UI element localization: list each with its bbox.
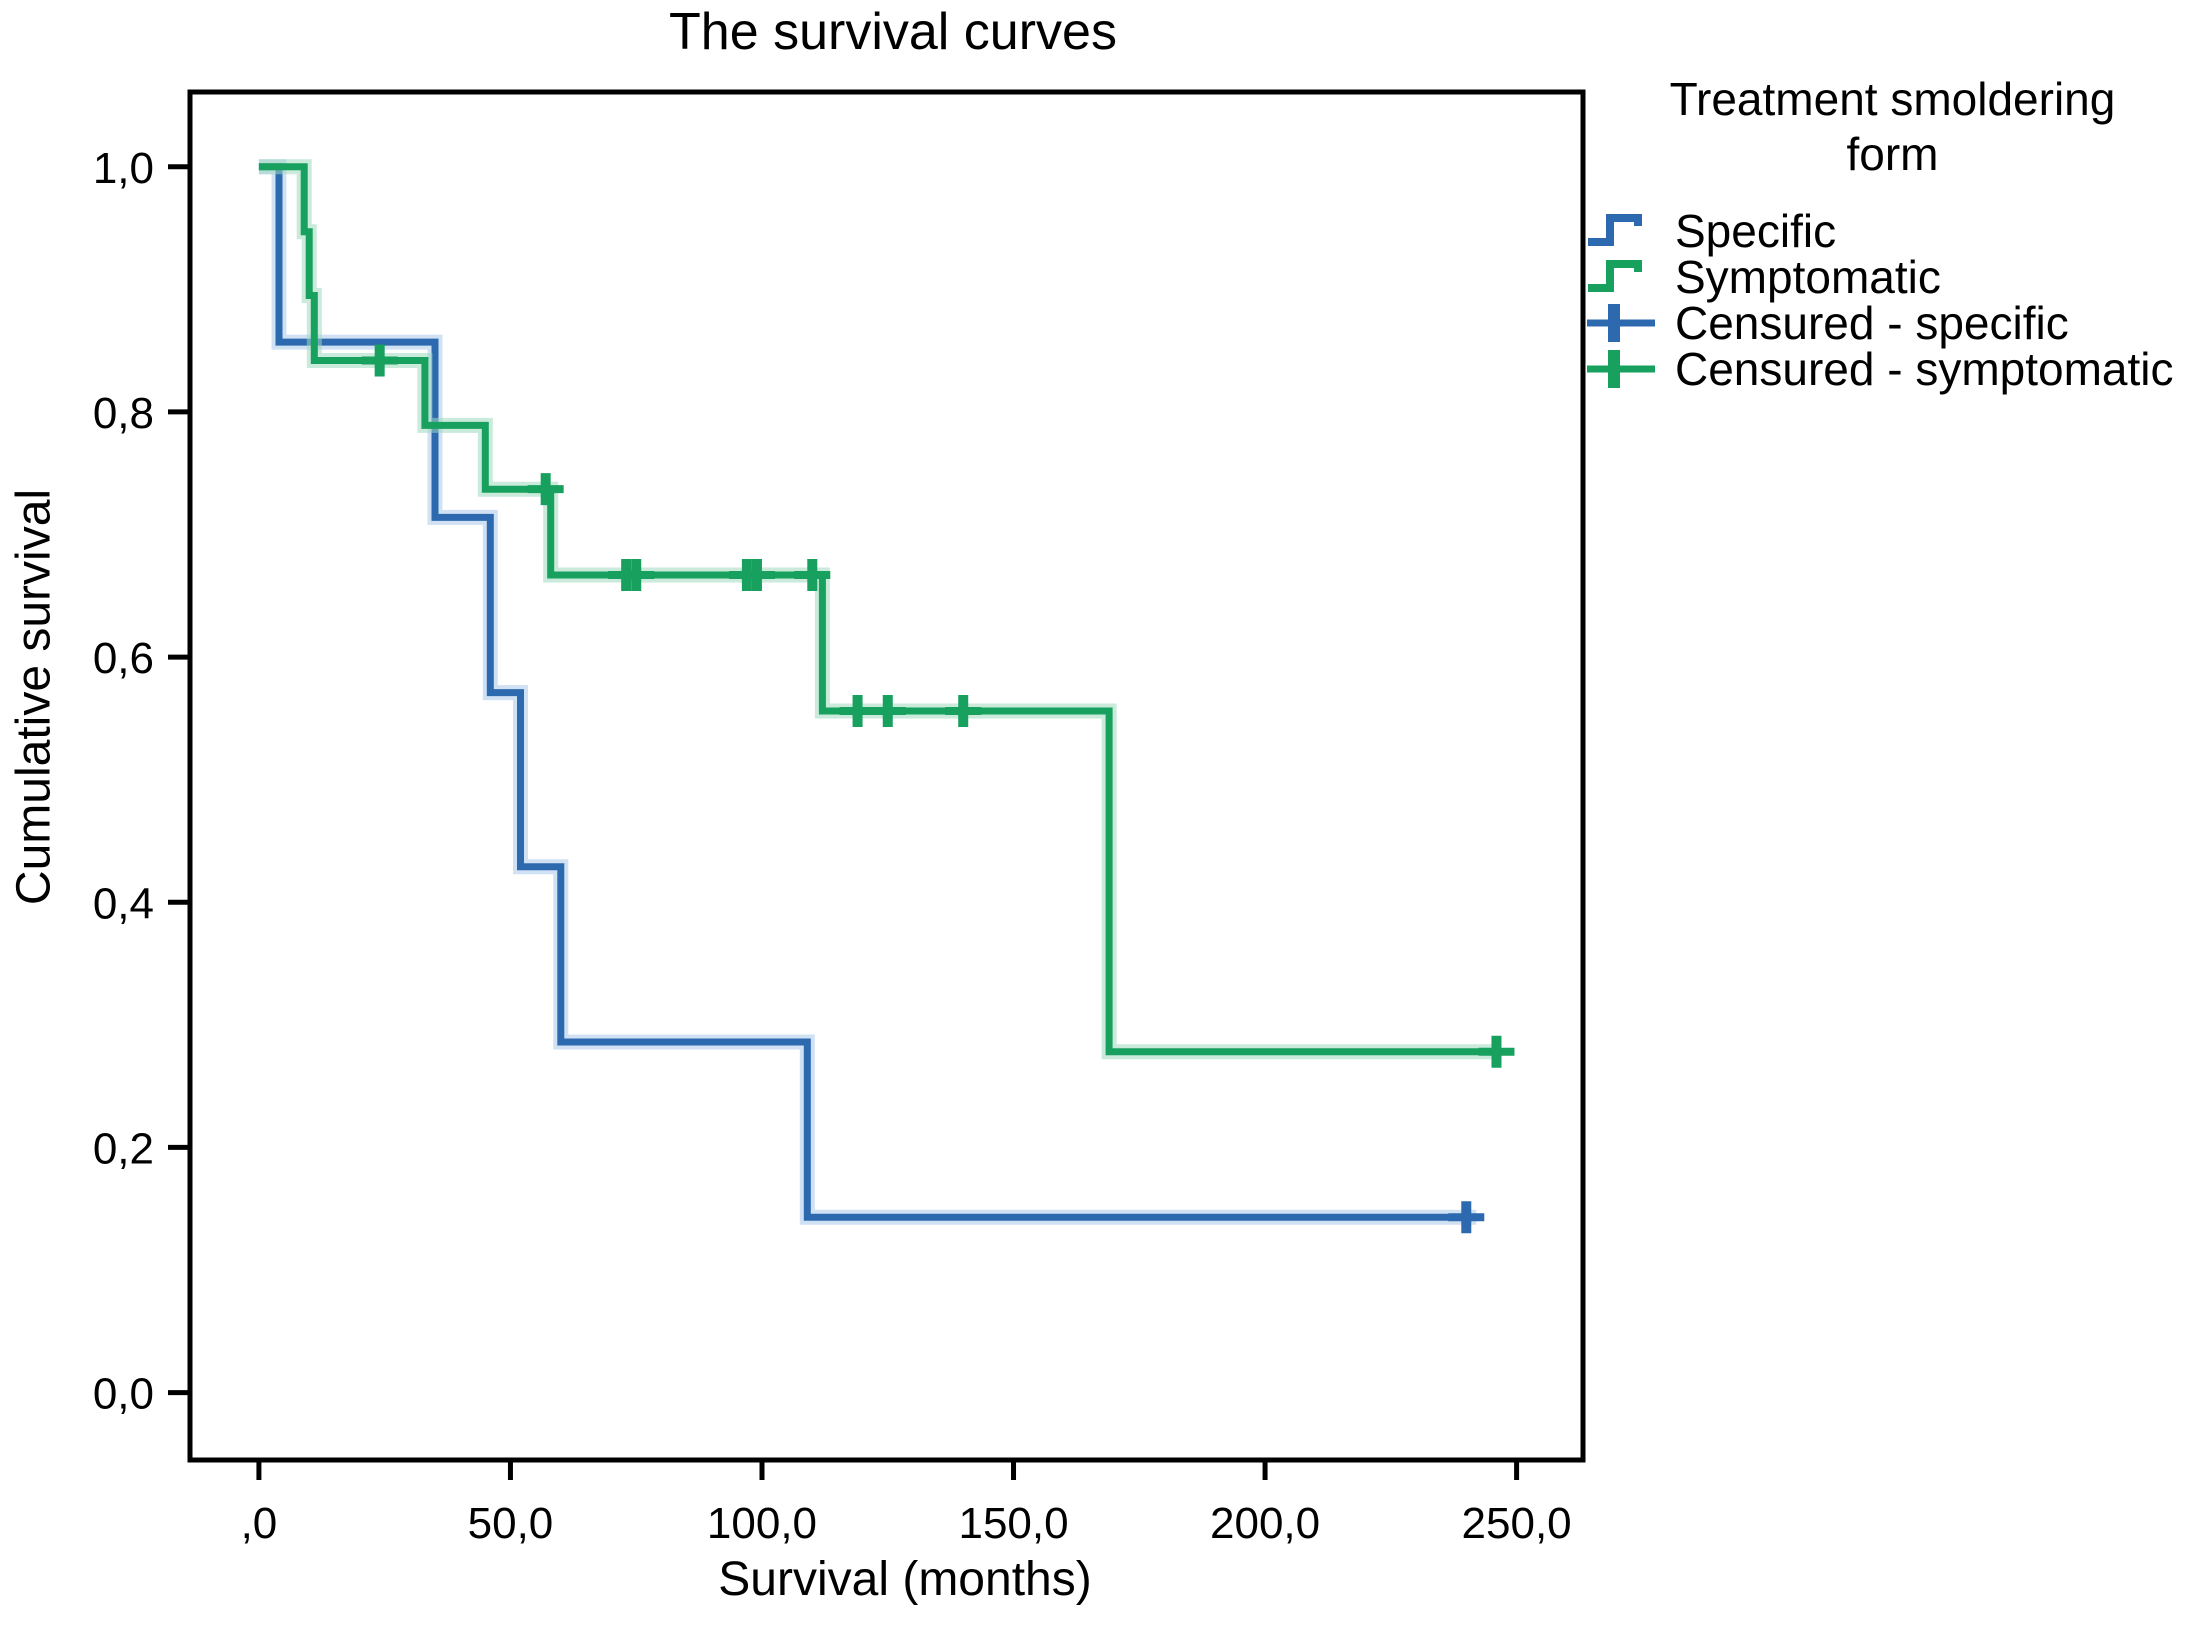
plot-border [187, 89, 1586, 1463]
y-tick-label: 0,6 [93, 634, 154, 683]
x-tick-label: ,0 [241, 1499, 278, 1548]
x-tick-label: 150,0 [958, 1499, 1068, 1548]
step-line-glyph [1588, 260, 1642, 293]
legend-item-label: Censured - specific [1675, 297, 2069, 350]
x-tick-label: 200,0 [1210, 1499, 1320, 1548]
y-tick-label: 1,0 [93, 144, 154, 193]
y-axis-label: Cumulative survival [7, 488, 61, 906]
legend-item-label: Symptomatic [1675, 251, 1941, 304]
curve-halo-symptomatic [258, 159, 1502, 1060]
legend-items: Specific Symptomatic Censured - specific Ce… [1585, 205, 2200, 395]
legend-item-censured-symptomatic: Censured - symptomatic [1585, 343, 2200, 395]
curve-halo-specific [258, 159, 1477, 1225]
legend-title: Treatment smoldering form [1669, 73, 2116, 181]
step-line-glyph [1588, 214, 1642, 247]
x-tick-label: 250,0 [1462, 1499, 1572, 1548]
legend-item-label: Censured - symptomatic [1675, 343, 2174, 396]
y-tick-label: 0,0 [93, 1370, 154, 1419]
censor-plus-icon [1587, 350, 1655, 389]
legend-item-label: Specific [1675, 205, 1837, 258]
legend-item-symptomatic: Symptomatic [1585, 251, 2200, 303]
chart-title: The survival curves [669, 3, 1117, 61]
x-tick-label: 50,0 [468, 1499, 554, 1548]
x-tick-label: 100,0 [707, 1499, 817, 1548]
step-line-icon [1588, 260, 1642, 293]
y-tick-label: 0,8 [93, 389, 154, 438]
y-tick-label: 0,4 [93, 879, 154, 928]
curve-symptomatic [258, 163, 1502, 1056]
censor-plus-icon [1587, 304, 1655, 343]
step-line-icon [1588, 214, 1642, 247]
legend-item-censured-specific: Censured - specific [1585, 297, 2200, 349]
legend-item-specific: Specific [1585, 205, 2200, 257]
x-axis-label: Survival (months) [718, 1553, 1092, 1606]
y-tick-label: 0,2 [93, 1124, 154, 1173]
curve-specific [258, 163, 1477, 1221]
legend: Treatment smoldering form Specific Sympto… [1585, 72, 2200, 395]
